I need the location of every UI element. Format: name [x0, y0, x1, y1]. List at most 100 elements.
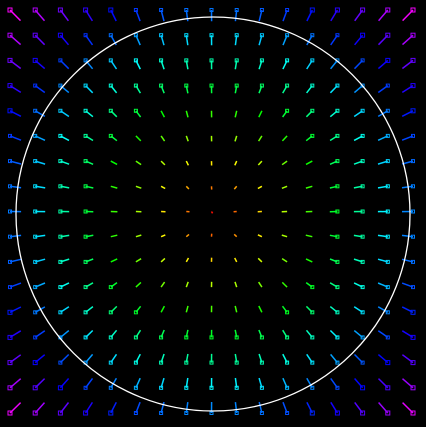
arrow-tail — [133, 8, 138, 12]
arrow-tail — [410, 32, 416, 38]
arrow-tail — [234, 411, 239, 415]
arrow-tail — [33, 285, 38, 290]
arrow-tail — [334, 7, 340, 13]
arrow-shaft — [257, 135, 263, 142]
arrow-tail — [309, 7, 315, 13]
arrow-tail — [58, 234, 63, 239]
arrow-tail — [7, 57, 13, 63]
arrow-tail — [335, 310, 340, 315]
arrow-tail — [133, 360, 138, 365]
arrow-tail — [83, 159, 88, 164]
arrow-shaft — [233, 233, 238, 238]
arrow-tail — [310, 33, 315, 38]
arrow-tail — [360, 335, 365, 340]
arrow-tail — [184, 411, 189, 415]
arrow-tail — [7, 334, 13, 340]
arrow-tail — [57, 385, 63, 391]
arrow-tail — [234, 33, 239, 38]
arrow-shaft — [110, 234, 118, 238]
arrow-tail — [108, 335, 113, 340]
arrow-tail — [385, 108, 390, 113]
arrow-tail — [184, 83, 189, 88]
arrow-tail — [32, 32, 38, 38]
arrow-tail — [184, 58, 189, 63]
arrow-tail — [83, 108, 88, 113]
arrow-shaft — [110, 185, 118, 189]
arrow-tail — [33, 133, 38, 138]
arrow-tail — [133, 335, 138, 340]
arrow-tail — [259, 360, 264, 365]
arrow-tail — [33, 234, 38, 239]
arrow-tail — [335, 259, 340, 264]
arrow-shaft — [185, 135, 189, 142]
arrow-tail — [58, 58, 63, 63]
arrow-tail — [108, 33, 113, 38]
arrow-tail — [7, 83, 13, 89]
arrow-tail — [259, 411, 264, 415]
arrow-tail — [209, 335, 214, 340]
arrow-group — [7, 7, 416, 416]
arrow-tail — [7, 309, 13, 315]
arrow-tail — [234, 385, 239, 390]
arrow-tail — [411, 285, 415, 290]
arrow-shaft — [257, 160, 263, 166]
arrow-tail — [108, 360, 113, 365]
arrow-tail — [410, 309, 416, 315]
arrow-tail — [411, 133, 415, 138]
arrow-tail — [335, 285, 340, 290]
arrow-tail — [184, 360, 189, 365]
arrow-tail — [410, 57, 416, 63]
arrow-tail — [285, 385, 290, 390]
arrow-tail — [285, 33, 290, 38]
arrow-tail — [32, 57, 38, 63]
arrow-shaft — [135, 281, 142, 288]
arrow-tail — [234, 58, 239, 63]
arrow-tail — [410, 385, 416, 391]
arrow-tail — [259, 8, 264, 12]
arrow-shaft — [160, 160, 166, 166]
arrow-tail — [58, 108, 63, 113]
arrow-tail — [385, 83, 390, 88]
arrow-tail — [133, 108, 138, 113]
arrow-tail — [410, 108, 416, 114]
arrow-tail — [285, 335, 290, 340]
arrow-tail — [285, 310, 290, 315]
arrow-shaft — [160, 234, 166, 238]
arrow-tail — [360, 234, 365, 239]
arrow-tail — [310, 108, 315, 113]
arrow-tail — [8, 259, 12, 264]
arrow-tail — [259, 83, 264, 88]
arrow-shaft — [281, 257, 288, 263]
arrow-shaft — [185, 257, 190, 263]
arrow-tail — [335, 184, 340, 189]
arrow-tail — [209, 58, 214, 63]
arrow-shaft — [234, 305, 238, 313]
arrow-tail — [8, 285, 12, 290]
arrow-tail — [385, 234, 390, 239]
arrow-tail — [385, 7, 391, 13]
arrow-tail — [7, 360, 13, 366]
arrow-shaft — [185, 160, 190, 166]
arrow-shaft — [135, 135, 142, 142]
arrow-tail — [33, 259, 38, 264]
arrow-tail — [360, 385, 366, 391]
arrow-tail — [410, 334, 416, 340]
arrow-tail — [335, 335, 340, 340]
arrow-tail — [57, 410, 63, 416]
arrow-tail — [209, 83, 214, 88]
arrow-shaft — [281, 185, 288, 190]
arrow-tail — [360, 410, 366, 416]
arrow-tail — [285, 83, 290, 88]
arrow-tail — [8, 209, 12, 214]
arrow-tail — [285, 58, 290, 63]
arrow-tail — [133, 310, 138, 315]
arrow-tail — [32, 385, 38, 391]
unit-circle — [15, 16, 411, 412]
arrow-tail — [310, 83, 315, 88]
arrow-tail — [310, 335, 315, 340]
arrow-tail — [411, 159, 415, 164]
arrow-tail — [57, 32, 63, 38]
arrow-tail — [108, 385, 113, 390]
